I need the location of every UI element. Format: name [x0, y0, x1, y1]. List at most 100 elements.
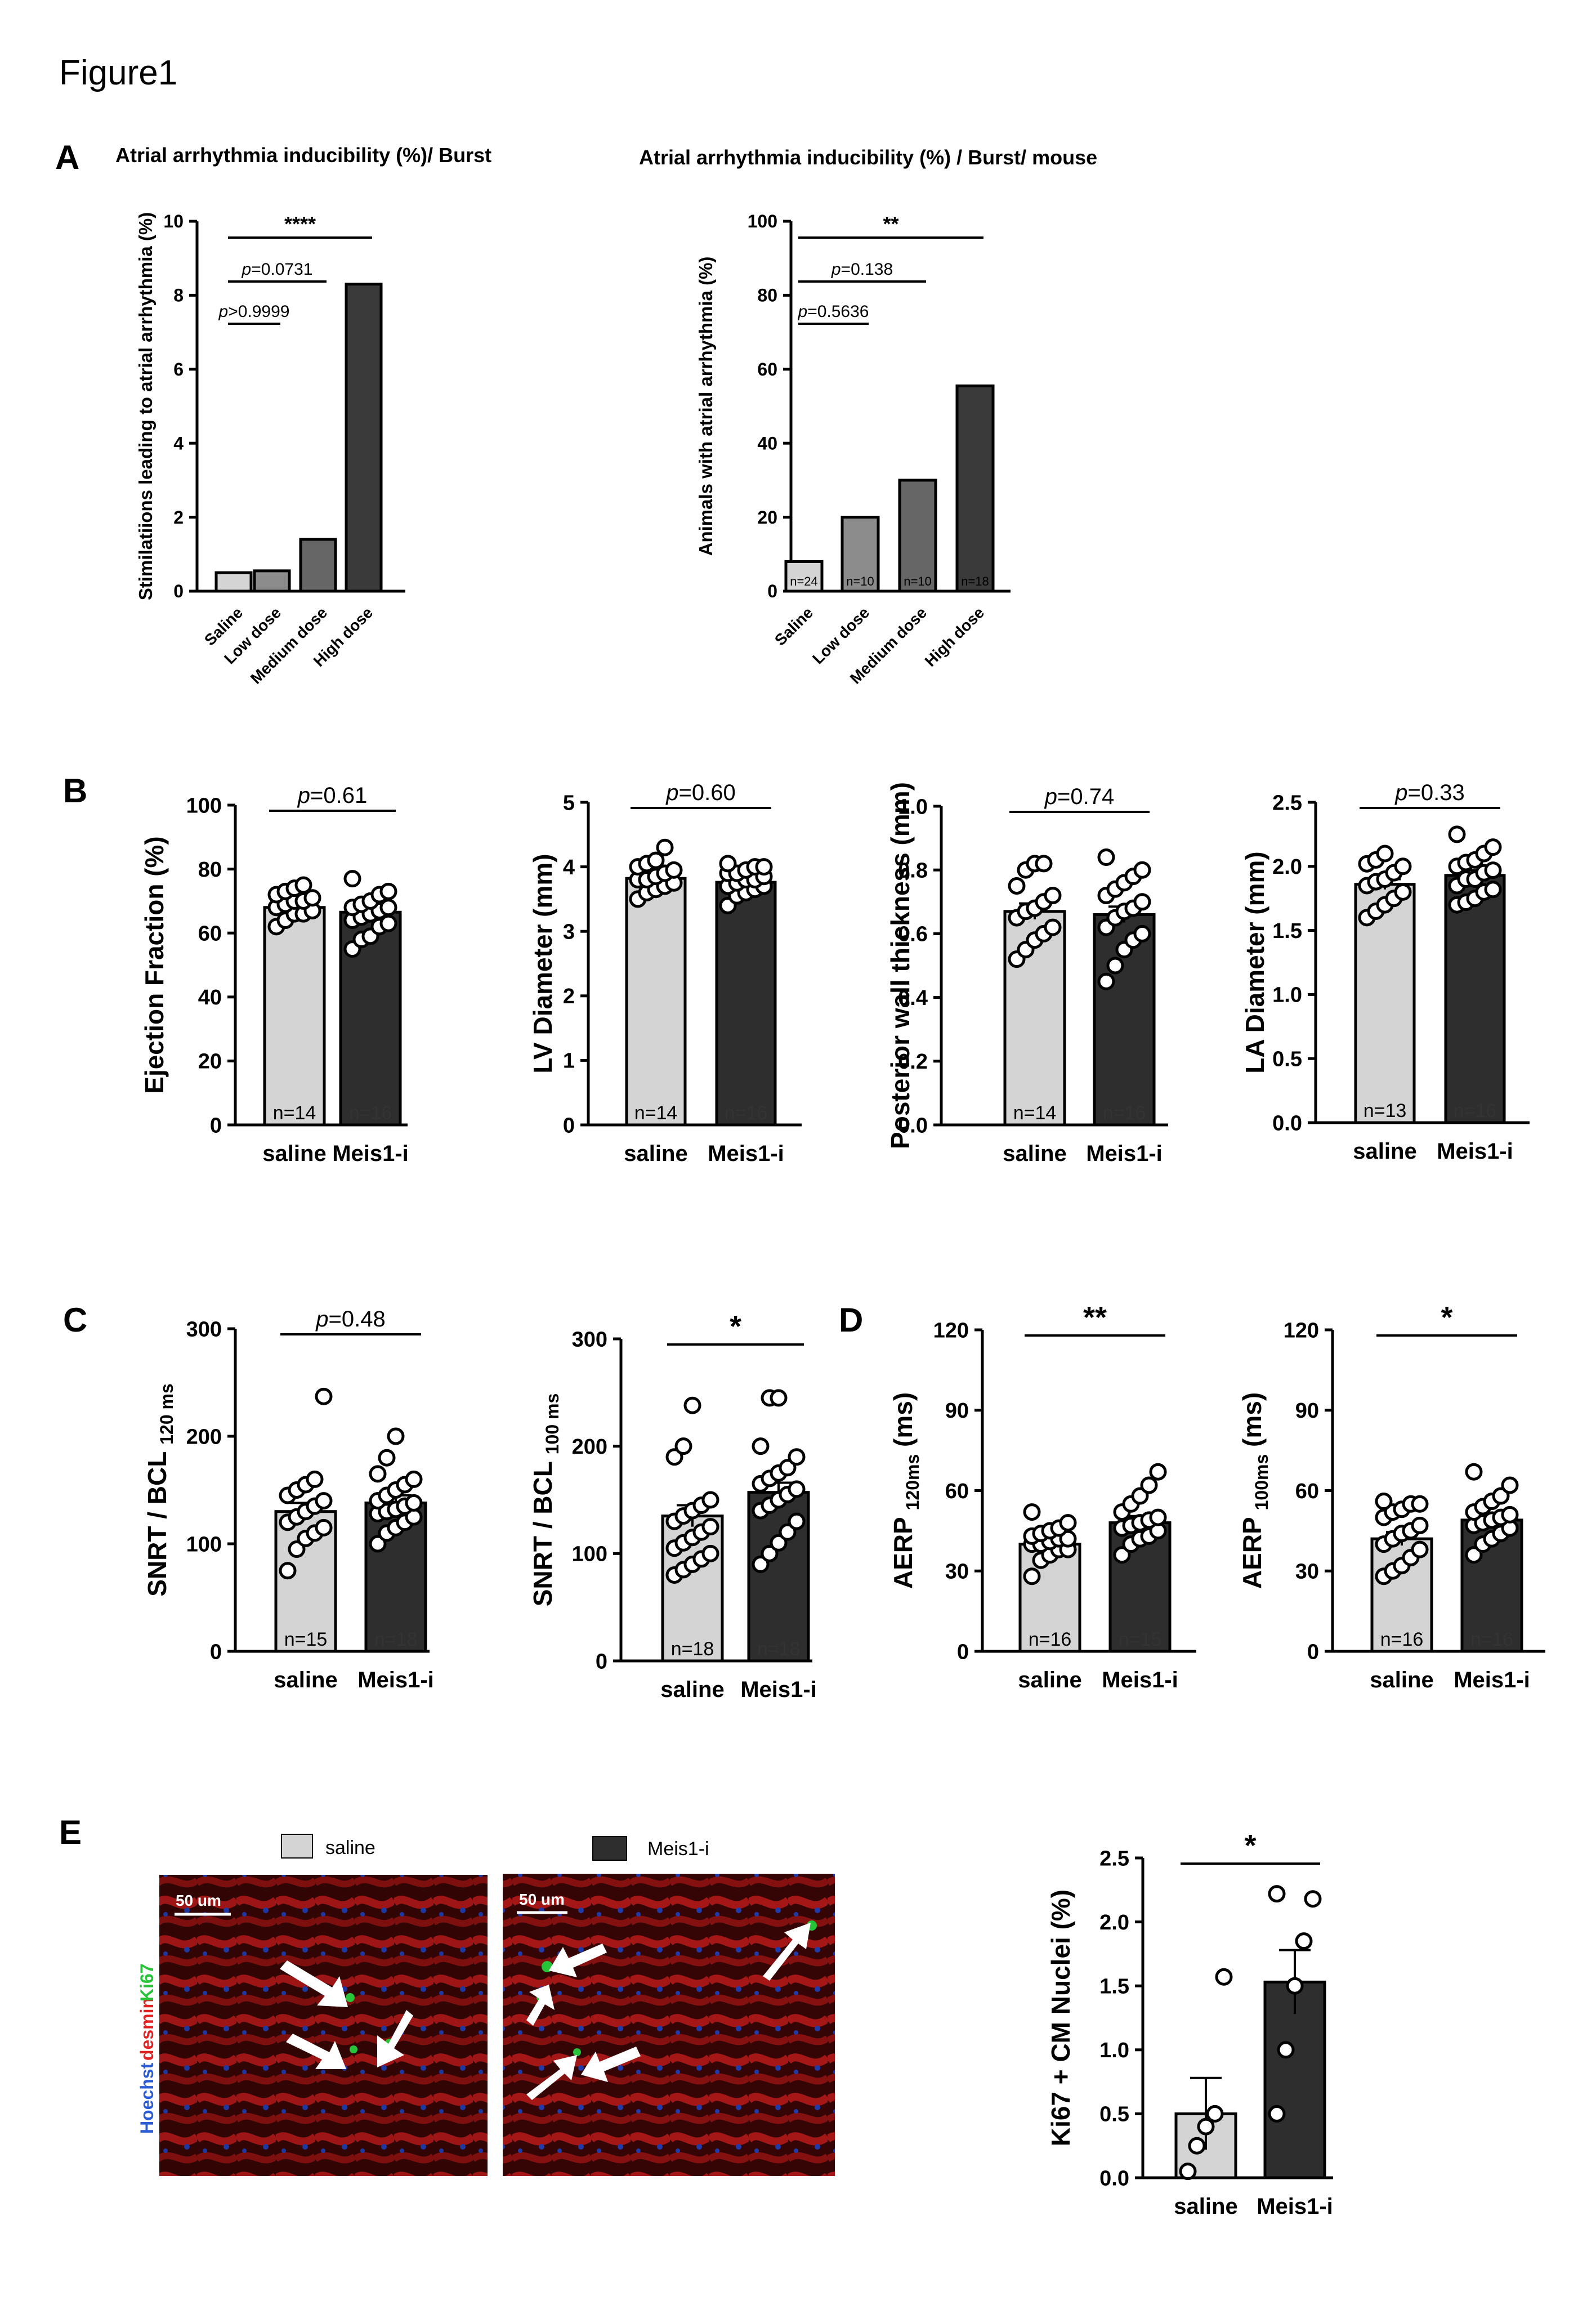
y-tick-label: 40 — [198, 986, 222, 1009]
n-label: n=13 — [1363, 1100, 1407, 1122]
category-label: Meis1-i — [740, 1677, 817, 1702]
significance-label: p=0.74 — [1044, 784, 1114, 809]
data-point — [788, 1480, 806, 1498]
n-label: n=10 — [846, 574, 874, 588]
scale-bar-label-meis1-i: 50 um — [519, 1891, 565, 1908]
y-axis-label: LA Diameter (mm) — [1240, 851, 1269, 1073]
y-tick-label: 60 — [757, 359, 777, 379]
y-tick-label: 30 — [1295, 1560, 1319, 1584]
y-tick-label: 2 — [173, 507, 184, 528]
y-tick-label: 6 — [173, 359, 184, 379]
panel-label-a: A — [55, 139, 79, 176]
panel-label-b: B — [63, 772, 87, 810]
data-point — [770, 1389, 788, 1407]
data-point — [1197, 2118, 1215, 2136]
n-label: n=14 — [273, 1102, 316, 1124]
category-label: Meis1-i — [1257, 2194, 1333, 2219]
y-tick-label: 300 — [572, 1328, 607, 1351]
y-tick-label: 0 — [596, 1650, 607, 1673]
data-point — [683, 1396, 701, 1414]
category-label: saline — [1018, 1668, 1081, 1692]
data-point — [1023, 1567, 1041, 1585]
stain-label-hoechst: Hoechst — [137, 2062, 157, 2134]
significance-label: * — [730, 1310, 741, 1343]
data-point — [1106, 957, 1124, 975]
data-point — [1277, 2041, 1295, 2059]
chart-b4: 0.0 0.5 1.0 1.5 2.0 2.5 n=13 n=16 saline Meis1-i L… — [1240, 780, 1530, 1164]
y-tick-label: 80 — [757, 285, 777, 306]
chart-d1: 0 30 60 90 120 n=16 n=15 saline Meis1-i AERP 120m… — [888, 1301, 1196, 1692]
data-point — [665, 861, 683, 879]
data-point — [665, 1448, 683, 1466]
data-point — [1133, 893, 1151, 911]
n-label: n=15 — [284, 1629, 328, 1650]
data-point — [1133, 924, 1151, 942]
chart-a2-title: Atrial arrhythmia inducibility (%) / Bur… — [639, 146, 1097, 169]
y-tick-label: 8 — [173, 285, 184, 306]
data-point — [315, 1492, 333, 1510]
legend-label-meis1-i: Meis1-i — [647, 1838, 709, 1860]
category-label: saline — [660, 1677, 724, 1702]
y-tick-label: 120 — [933, 1319, 969, 1342]
y-tick-label: 0 — [173, 581, 184, 601]
data-point — [1501, 1506, 1519, 1524]
ki67-nucleus — [350, 2045, 357, 2053]
chart-c2: 0 100 200 300 n=18 n=18 saline Meis1-i SNRT / BC… — [528, 1310, 817, 1702]
data-point — [1484, 861, 1502, 879]
data-point — [1008, 877, 1026, 895]
y-tick-label: 100 — [572, 1543, 607, 1566]
data-point — [1286, 1977, 1304, 1995]
panel-label-c: C — [63, 1301, 87, 1339]
ki67-nucleus — [573, 2048, 581, 2056]
data-point — [1215, 1968, 1233, 1986]
bar — [784, 560, 824, 593]
category-label: saline — [1353, 1139, 1416, 1164]
data-point — [294, 876, 312, 894]
data-point — [315, 1387, 333, 1405]
y-axis-label: Animals with atrial arrhythmia (%) — [695, 257, 716, 556]
category-label: saline — [624, 1141, 687, 1166]
y-tick-label: 90 — [945, 1399, 969, 1423]
y-tick-label: 2.0 — [1272, 855, 1302, 879]
y-tick-label: 0.0 — [898, 1114, 928, 1137]
significance-label: p=0.5636 — [798, 302, 869, 321]
microscopy-image-saline: 50 um Hoechst desmin Ki67 — [137, 1875, 488, 2176]
microscopy-image-meis1-i: 50 um — [503, 1874, 835, 2176]
data-point — [1484, 881, 1502, 899]
data-point — [1411, 1540, 1429, 1558]
data-point — [1394, 883, 1412, 901]
data-point — [1465, 1546, 1483, 1564]
data-point — [701, 1544, 719, 1562]
chart-a1-title: Atrial arrhythmia inducibility (%)/ Burs… — [115, 144, 491, 167]
n-label: n=18 — [757, 1638, 801, 1660]
y-tick-label: 0 — [957, 1640, 969, 1664]
ki67-nucleus — [346, 1993, 355, 2002]
data-point — [1375, 1493, 1393, 1511]
significance-label: p=0.33 — [1394, 780, 1464, 805]
category-label: Meis1-i — [357, 1668, 434, 1692]
y-tick-label: 0 — [1307, 1640, 1319, 1664]
y-axis-label: Ejection Fraction (%) — [140, 836, 169, 1093]
bar — [715, 881, 777, 1127]
data-point — [647, 851, 665, 869]
n-label: n=24 — [790, 574, 818, 588]
chart-e1: 0.0 0.5 1.0 1.5 2.0 2.5 saline Meis1-i Ki67 + CM… — [1046, 1829, 1333, 2219]
significance-label: p=0.0731 — [242, 260, 313, 279]
y-axis-label: LV Diameter (mm) — [528, 854, 557, 1073]
data-point — [1035, 855, 1053, 873]
chart-b3: 0.0 0.2 0.4 0.6 0.8 1.0 n=14 n=16 saline Meis1-i P… — [886, 782, 1168, 1166]
data-point — [1376, 845, 1394, 863]
data-point — [1411, 1495, 1429, 1513]
data-point — [1097, 848, 1115, 866]
data-point — [279, 1562, 297, 1580]
y-tick-label: 60 — [1295, 1480, 1319, 1503]
data-point — [1179, 2163, 1197, 2181]
y-tick-label: 1.0 — [898, 795, 928, 819]
bar — [214, 571, 253, 593]
y-tick-label: 60 — [945, 1480, 969, 1503]
y-tick-label: 20 — [198, 1050, 222, 1074]
data-point — [770, 1534, 788, 1552]
y-tick-label: 40 — [757, 433, 777, 453]
